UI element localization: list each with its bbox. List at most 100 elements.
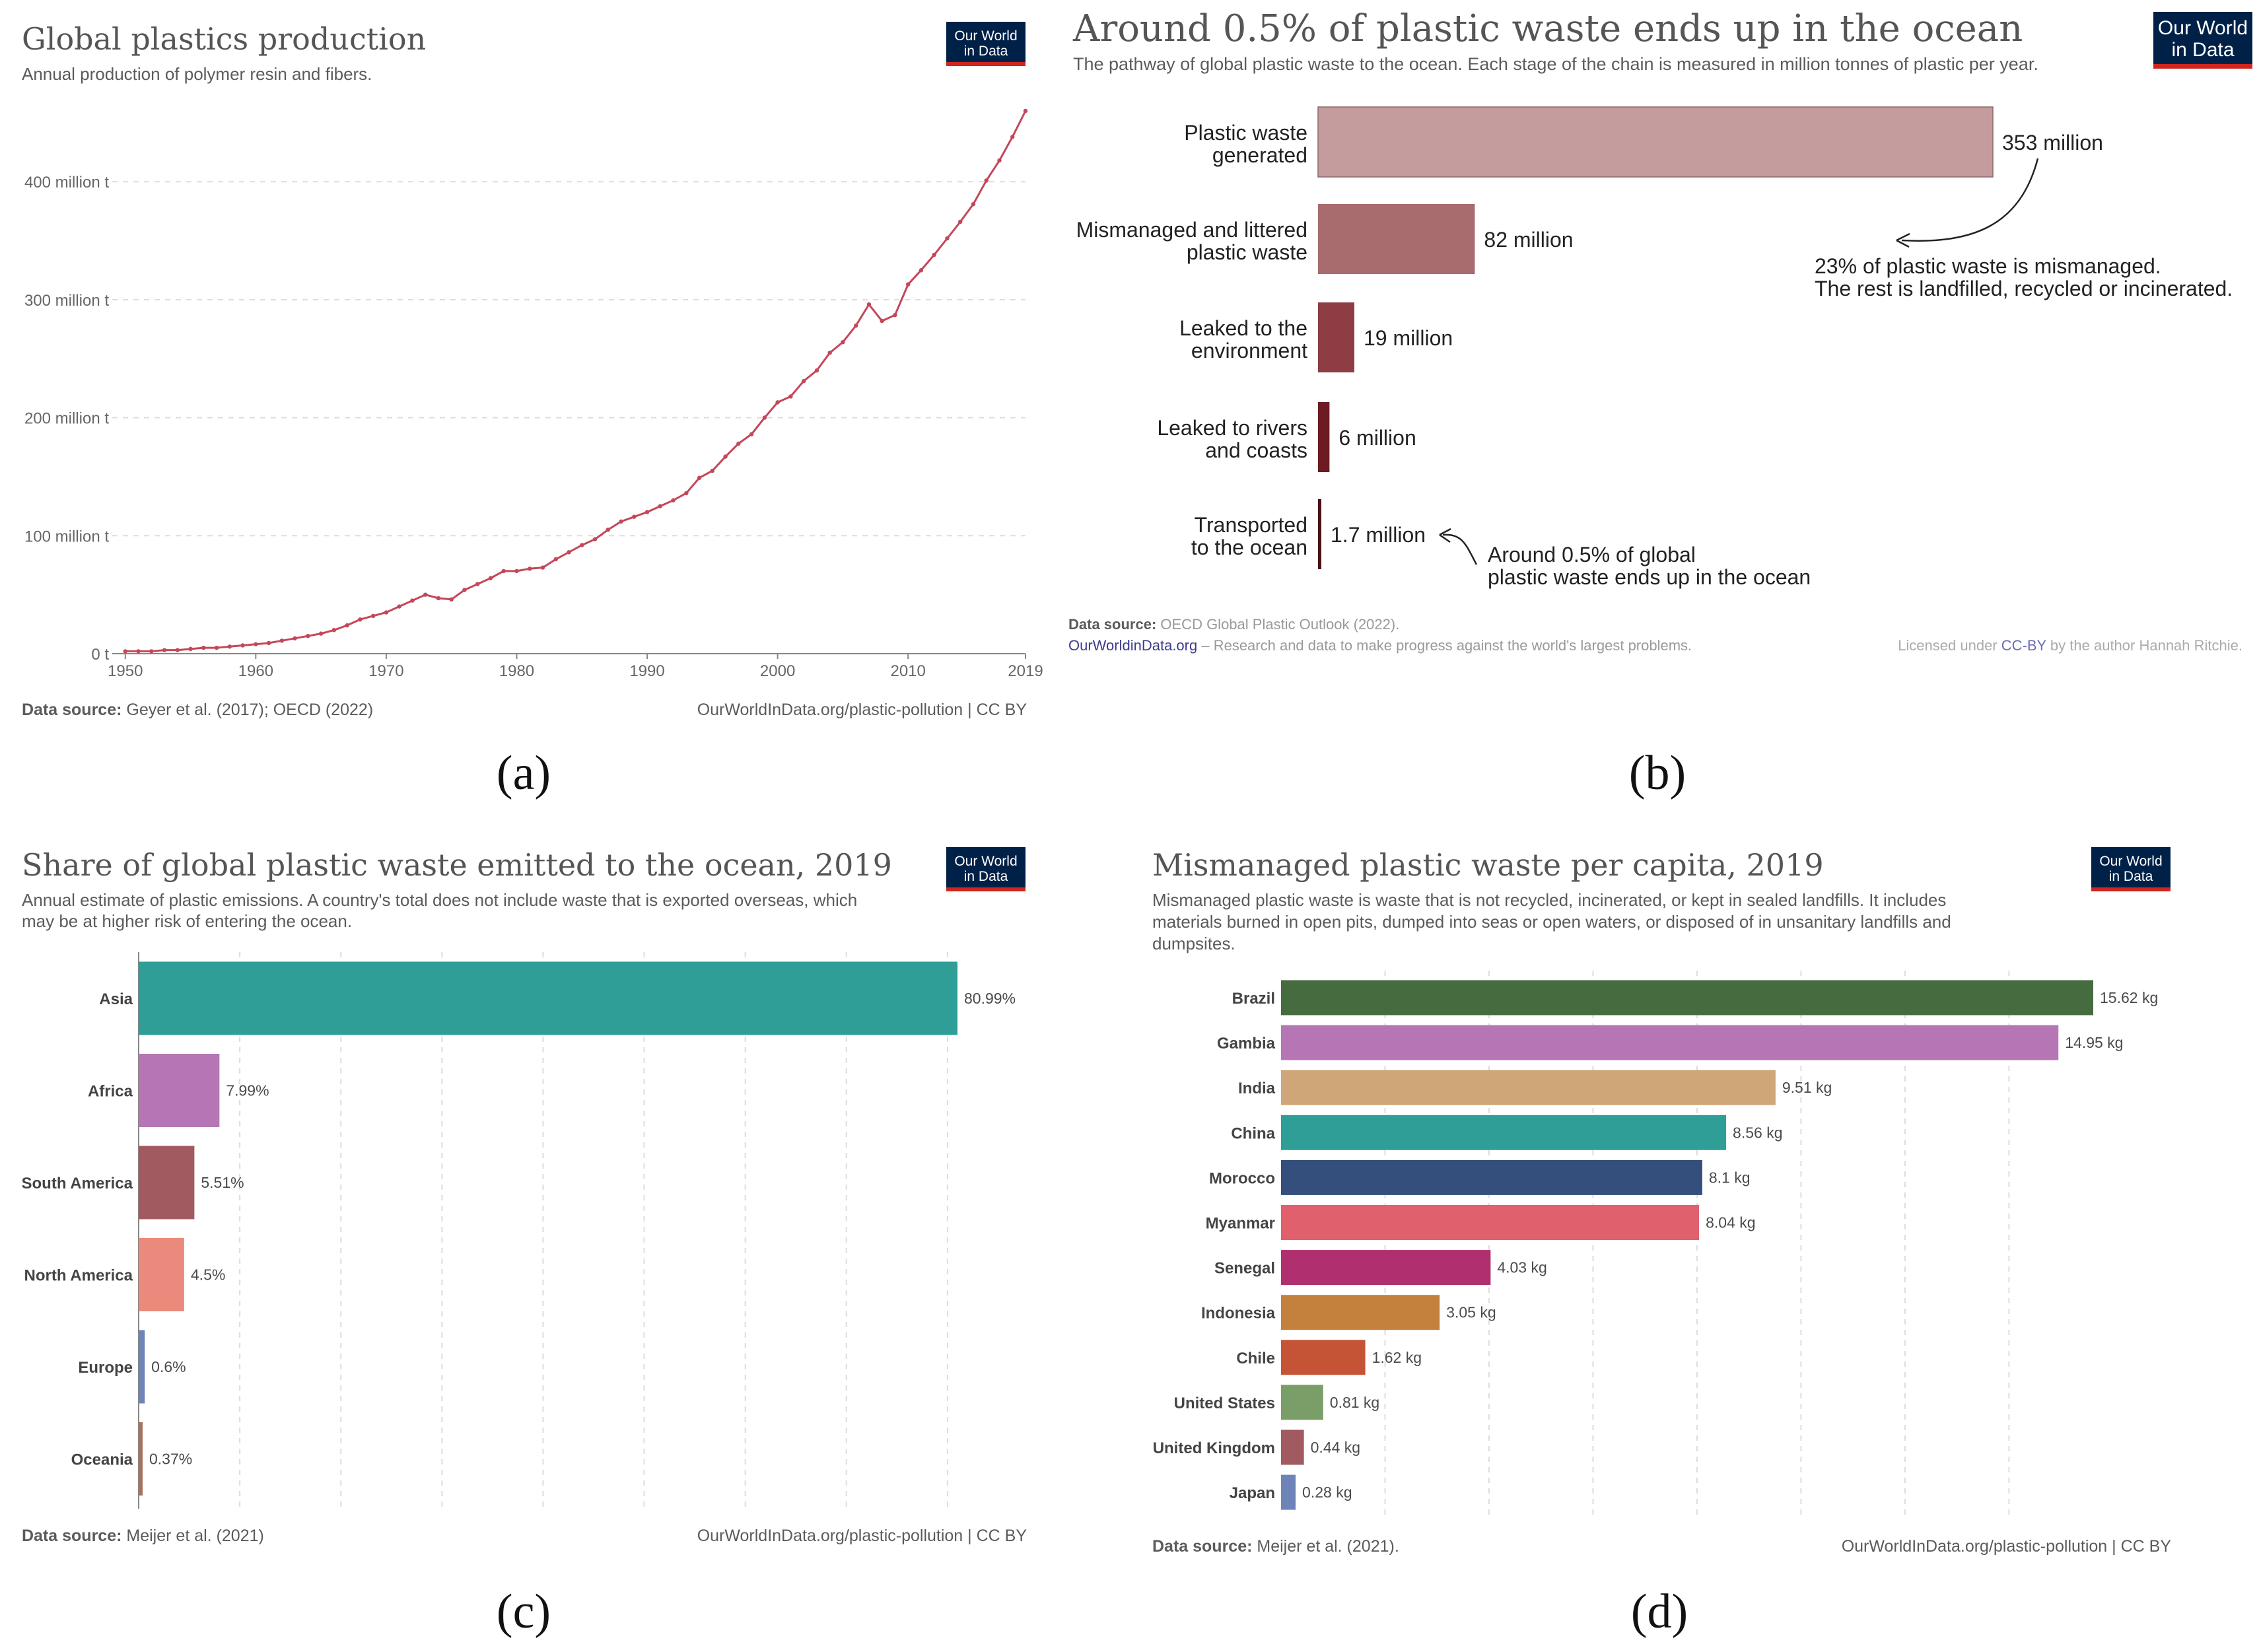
data-point [149, 649, 154, 654]
panel-c-source: Data source: Meijer et al. (2021) [22, 1527, 264, 1545]
country-bar [1281, 1025, 2059, 1060]
panel-c-subtitle-line1: Annual estimate of plastic emissions. A … [22, 890, 857, 910]
data-point [762, 415, 767, 420]
data-point [423, 592, 428, 597]
panel-c-label: (c) [497, 1585, 551, 1639]
data-point [710, 468, 715, 473]
data-point [162, 648, 167, 652]
data-point [853, 324, 858, 328]
country-category-label: United States [1174, 1394, 1275, 1412]
continent-value-label: 7.99% [226, 1082, 269, 1099]
data-point [880, 318, 884, 324]
logo-line1: Our World [2158, 17, 2248, 39]
footer-text: – Research and data to make progress aga… [1197, 637, 1692, 654]
data-point [658, 504, 662, 508]
annotation-arrow-curve [1901, 158, 2039, 242]
data-point [175, 648, 180, 652]
panel-a-title: Global plastics production [22, 21, 426, 57]
panel-d-owid-logo[interactable]: Our World in Data [2091, 847, 2171, 891]
logo-line2: in Data [2109, 869, 2153, 884]
data-point [905, 282, 911, 287]
data-point [775, 400, 780, 405]
data-point [553, 557, 558, 562]
data-point [606, 528, 610, 532]
y-tick-label: 200 million t [24, 410, 109, 428]
country-bar [1281, 1250, 1491, 1286]
country-value-label: 4.03 kg [1497, 1259, 1547, 1276]
country-value-label: 14.95 kg [2065, 1034, 2123, 1051]
data-point [841, 340, 845, 345]
country-category-label: Myanmar [1206, 1215, 1275, 1233]
panel-d-url[interactable]: OurWorldInData.org/plastic-pollution | C… [1842, 1537, 2172, 1556]
continent-category-label: Europe [78, 1359, 133, 1377]
pathway-category-label: plastic waste [1187, 240, 1307, 264]
panel-b-owid-logo[interactable]: Our World in Data [2153, 12, 2252, 69]
continent-bar [139, 1238, 184, 1311]
license-post: by the author Hannah Ritchie. [2046, 637, 2242, 654]
data-point [254, 642, 258, 646]
footer-link[interactable]: OurWorldinData.org [1068, 637, 1197, 654]
continent-value-label: 0.37% [149, 1451, 192, 1468]
data-point [293, 636, 297, 640]
data-point [971, 201, 976, 207]
logo-line2: in Data [2171, 39, 2234, 61]
pathway-category-label: environment [1191, 339, 1307, 362]
data-point [736, 441, 741, 446]
data-point [345, 623, 349, 628]
panel-d: Mismanaged plastic waste per capita, 201… [1152, 847, 2171, 1639]
data-point [567, 550, 571, 555]
data-point [540, 565, 545, 570]
panel-d-label: (d) [1631, 1585, 1688, 1639]
data-point [331, 628, 337, 633]
panel-d-title: Mismanaged plastic waste per capita, 201… [1152, 847, 1824, 883]
data-point [945, 236, 950, 241]
panel-d-source: Data source: Meijer et al. (2021). [1152, 1537, 1399, 1556]
annotation-arrowhead [1439, 528, 1451, 543]
license-link[interactable]: CC-BY [2001, 637, 2047, 654]
pathway-category-label: to the ocean [1191, 535, 1307, 559]
data-point [1023, 108, 1028, 114]
pathway-bar [1318, 402, 1330, 472]
data-point [814, 368, 819, 373]
source-label: Data source: [22, 1527, 122, 1545]
x-tick-label: 1970 [368, 662, 403, 680]
y-tick-label: 0 t [91, 646, 109, 664]
annotation-mismanaged-line2: The rest is landfilled, recycled or inci… [1815, 277, 2233, 300]
country-bar [1281, 1474, 1296, 1510]
pathway-category-label: Plastic waste [1184, 121, 1307, 145]
panel-a: Global plastics production Annual produc… [22, 21, 1043, 800]
country-category-label: Gambia [1217, 1035, 1276, 1052]
data-point [749, 432, 754, 436]
annotation-arrowhead [1896, 232, 1910, 248]
data-point [984, 178, 989, 183]
logo-underline [946, 62, 1025, 66]
annotation-ocean-line1: Around 0.5% of global [1488, 543, 1696, 567]
panel-c-url[interactable]: OurWorldInData.org/plastic-pollution | C… [697, 1527, 1027, 1545]
panel-d-subtitle-line1: Mismanaged plastic waste is waste that i… [1152, 890, 1946, 910]
country-bar [1281, 1340, 1366, 1375]
data-point [1010, 135, 1015, 139]
data-point [436, 596, 441, 601]
logo-line2: in Data [964, 44, 1008, 59]
panel-a-url[interactable]: OurWorldInData.org/plastic-pollution | C… [697, 701, 1027, 719]
country-value-label: 0.44 kg [1311, 1439, 1360, 1456]
data-point [697, 475, 702, 480]
data-point [370, 613, 376, 619]
bar-chart-mismanaged-per-capita: 15.62 kg Brazil 14.95 kg Gambia 9.51 kg India… [1153, 971, 2158, 1515]
source-label: Data source: [1152, 1537, 1252, 1556]
panel-c-owid-logo[interactable]: Our World in Data [946, 847, 1025, 891]
panel-b-title: Around 0.5% of plastic waste ends up in … [1072, 7, 2023, 50]
data-point [201, 645, 206, 650]
panel-b-footer: OurWorldinData.org – Research and data t… [1068, 637, 1692, 654]
annotation-arrow-curve [1442, 533, 1478, 565]
y-tick-label: 100 million t [24, 528, 109, 545]
data-point [866, 302, 872, 307]
panel-d-subtitle-line2: materials burned in open pits, dumped in… [1152, 912, 1951, 932]
data-point [684, 491, 689, 496]
data-point [592, 537, 598, 541]
country-value-label: 8.56 kg [1733, 1124, 1782, 1141]
country-category-label: United Kingdom [1153, 1439, 1275, 1457]
logo-box [2153, 12, 2252, 66]
panel-a-owid-logo[interactable]: Our World in Data [946, 22, 1025, 66]
